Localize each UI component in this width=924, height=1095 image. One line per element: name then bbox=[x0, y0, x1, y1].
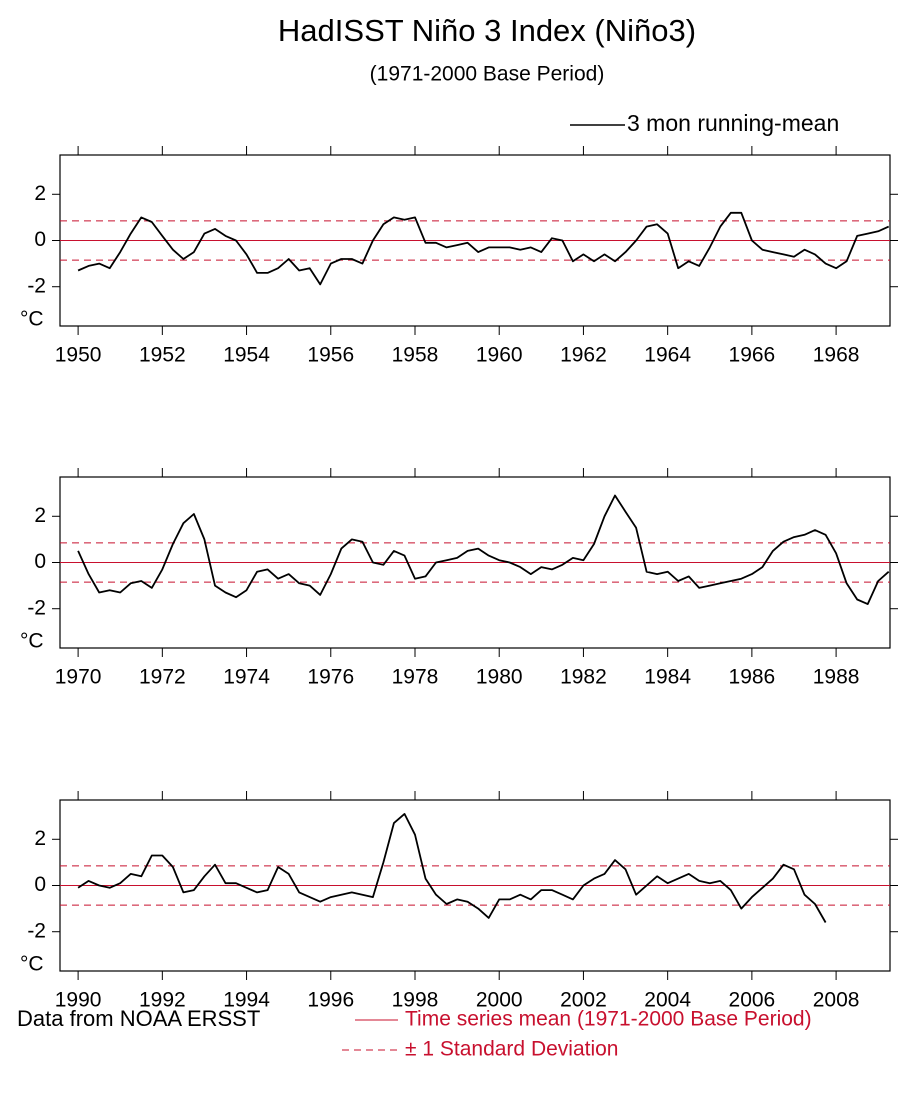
y-tick-label: 2 bbox=[34, 827, 46, 850]
x-tick-label: 1962 bbox=[560, 344, 607, 367]
x-tick-label: 1982 bbox=[560, 666, 607, 689]
x-tick-label: 1986 bbox=[729, 666, 776, 689]
legend-label: Time series mean (1971-2000 Base Period) bbox=[405, 1008, 812, 1031]
chart-subtitle: (1971-2000 Base Period) bbox=[370, 63, 605, 86]
x-tick-label: 1974 bbox=[223, 666, 270, 689]
data-line bbox=[77, 211, 890, 286]
x-tick-label: 1992 bbox=[139, 989, 186, 1012]
data-line bbox=[77, 813, 827, 923]
x-tick-label: 1972 bbox=[139, 666, 186, 689]
y-axis-label: °C bbox=[20, 953, 44, 976]
x-tick-label: 1978 bbox=[392, 666, 439, 689]
y-axis-label: °C bbox=[20, 630, 44, 653]
x-tick-label: 2004 bbox=[644, 989, 691, 1012]
y-tick-label: 0 bbox=[34, 228, 46, 251]
x-tick-label: 1954 bbox=[223, 344, 270, 367]
x-tick-label: 1988 bbox=[813, 666, 860, 689]
x-tick-label: 1990 bbox=[55, 989, 102, 1012]
x-tick-label: 1994 bbox=[223, 989, 270, 1012]
y-tick-label: -2 bbox=[27, 919, 46, 942]
x-tick-label: 1998 bbox=[392, 989, 439, 1012]
x-tick-label: 1960 bbox=[476, 344, 523, 367]
x-tick-label: 1984 bbox=[644, 666, 691, 689]
y-tick-label: 2 bbox=[34, 182, 46, 205]
x-tick-label: 1952 bbox=[139, 344, 186, 367]
x-tick-label: 2006 bbox=[729, 989, 776, 1012]
x-tick-label: 1958 bbox=[392, 344, 439, 367]
x-tick-label: 1968 bbox=[813, 344, 860, 367]
x-tick-label: 1964 bbox=[644, 344, 691, 367]
y-tick-label: 0 bbox=[34, 550, 46, 573]
x-tick-label: 1976 bbox=[307, 666, 354, 689]
x-tick-label: 1956 bbox=[307, 344, 354, 367]
y-tick-label: 2 bbox=[34, 504, 46, 527]
x-tick-label: 2002 bbox=[560, 989, 607, 1012]
y-tick-label: 0 bbox=[34, 873, 46, 896]
data-line bbox=[77, 494, 890, 605]
x-tick-label: 1996 bbox=[307, 989, 354, 1012]
legend-label: ± 1 Standard Deviation bbox=[405, 1038, 619, 1061]
chart-title: HadISST Niño 3 Index (Niño3) bbox=[278, 13, 696, 48]
y-tick-label: -2 bbox=[27, 274, 46, 297]
x-tick-label: 1980 bbox=[476, 666, 523, 689]
x-tick-label: 2008 bbox=[813, 989, 860, 1012]
y-tick-label: -2 bbox=[27, 596, 46, 619]
y-axis-label: °C bbox=[20, 308, 44, 331]
x-tick-label: 1970 bbox=[55, 666, 102, 689]
x-tick-label: 1950 bbox=[55, 344, 102, 367]
x-tick-label: 1966 bbox=[729, 344, 776, 367]
legend-label: 3 mon running-mean bbox=[627, 110, 839, 136]
source: Data from NOAA ERSST bbox=[17, 1006, 260, 1031]
x-tick-label: 2000 bbox=[476, 989, 523, 1012]
